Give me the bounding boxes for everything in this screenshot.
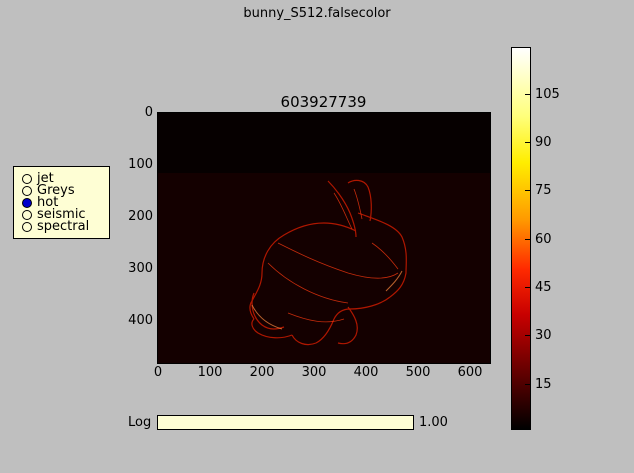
radio-circle-icon[interactable] — [22, 186, 32, 196]
colorbar-tick-mark — [525, 287, 530, 288]
colorbar-tick-75: 75 — [535, 183, 552, 198]
radio-label-jet: jet — [37, 171, 54, 186]
x-tick-300: 300 — [301, 365, 327, 380]
colorbar-tick-mark — [525, 142, 530, 143]
colorbar-tick-90: 90 — [535, 135, 552, 150]
colorbar-tick-15: 15 — [535, 377, 552, 392]
falsecolor-image[interactable] — [157, 112, 491, 364]
log-slider-label: Log — [128, 415, 152, 430]
log-slider-value: 1.00 — [419, 415, 448, 430]
radio-label-spectral: spectral — [37, 219, 90, 234]
radio-label-seismic: seismic — [37, 207, 86, 222]
colorbar-tick-mark — [525, 239, 530, 240]
x-tick-600: 600 — [457, 365, 483, 380]
radio-selected-icon[interactable] — [22, 198, 32, 208]
radio-seismic[interactable]: seismic — [22, 207, 86, 222]
y-tick-300: 300 — [128, 261, 153, 276]
x-tick-200: 200 — [249, 365, 275, 380]
colorbar-tick-mark — [525, 384, 530, 385]
colorbar-tick-30: 30 — [535, 328, 552, 343]
radio-circle-icon[interactable] — [22, 174, 32, 184]
bunny-render — [158, 113, 490, 363]
radio-spectral[interactable]: spectral — [22, 219, 90, 234]
colorbar-tick-mark — [525, 190, 530, 191]
colorbar-tick-45: 45 — [535, 280, 552, 295]
radio-jet[interactable]: jet — [22, 171, 54, 186]
window-title: bunny_S512.falsecolor — [243, 6, 391, 21]
colorbar-tick-105: 105 — [535, 87, 560, 102]
y-tick-200: 200 — [128, 209, 153, 224]
colormap-selector[interactable]: jet Greys hot seismic spectral — [13, 166, 110, 239]
radio-hot[interactable]: hot — [22, 195, 59, 210]
radio-label-hot: hot — [37, 195, 59, 210]
log-slider[interactable] — [157, 415, 414, 430]
radio-label-greys: Greys — [37, 183, 75, 198]
colorbar-tick-mark — [525, 335, 530, 336]
radio-circle-icon[interactable] — [22, 210, 32, 220]
radio-circle-icon[interactable] — [22, 222, 32, 232]
y-tick-400: 400 — [128, 313, 153, 328]
x-tick-400: 400 — [353, 365, 379, 380]
x-tick-0: 0 — [153, 365, 163, 380]
radio-greys[interactable]: Greys — [22, 183, 75, 198]
x-tick-500: 500 — [405, 365, 431, 380]
y-tick-0: 0 — [144, 105, 153, 120]
colorbar-tick-mark — [525, 94, 530, 95]
y-tick-100: 100 — [128, 157, 153, 172]
image-title: 603927739 — [280, 93, 367, 111]
colorbar-tick-60: 60 — [535, 232, 552, 247]
x-tick-100: 100 — [197, 365, 223, 380]
